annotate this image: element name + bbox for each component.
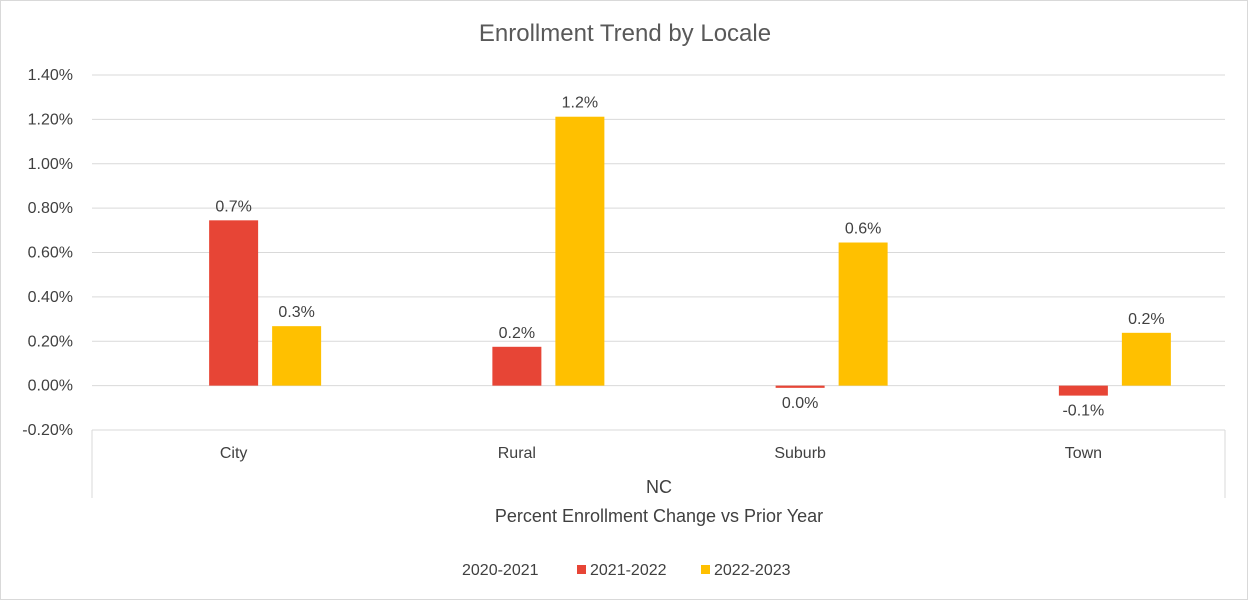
- bar: [492, 346, 542, 386]
- data-label: 0.7%: [215, 198, 251, 215]
- legend-swatch: [577, 565, 586, 574]
- y-tick-label: 1.20%: [28, 111, 73, 128]
- category-label: Rural: [498, 445, 536, 462]
- chart-title: Enrollment Trend by Locale: [479, 20, 771, 47]
- data-label: 0.6%: [845, 221, 881, 238]
- gridlines: [92, 74, 1225, 431]
- legend-label: 2021-2022: [590, 562, 667, 579]
- bar: [272, 326, 322, 386]
- category-label: Suburb: [774, 445, 826, 462]
- y-tick-label: 1.00%: [28, 156, 73, 173]
- data-label: 0.0%: [782, 395, 818, 412]
- bar: [1058, 385, 1108, 396]
- bar: [775, 385, 825, 388]
- legend: 2020-2021 2021-2022 2022-2023: [462, 562, 791, 579]
- bars: [209, 116, 1171, 396]
- bar: [1121, 332, 1171, 386]
- category-axis: City Rural Suburb Town: [91, 430, 1226, 498]
- legend-swatch: [701, 565, 710, 574]
- data-label: 0.2%: [1128, 311, 1164, 328]
- y-tick-label: 1.40%: [28, 67, 73, 84]
- bar: [838, 242, 888, 386]
- group-label: NC: [646, 477, 672, 497]
- legend-label: 2020-2021: [462, 562, 539, 579]
- y-tick-label: 0.20%: [28, 333, 73, 350]
- data-label: 1.2%: [562, 95, 598, 112]
- y-tick-label: 0.80%: [28, 200, 73, 217]
- bar: [555, 116, 605, 386]
- y-tick-label: 0.00%: [28, 378, 73, 395]
- data-label: 0.3%: [278, 304, 314, 321]
- y-tick-label: 0.60%: [28, 245, 73, 262]
- x-axis-title: Percent Enrollment Change vs Prior Year: [495, 506, 823, 526]
- bar: [209, 220, 259, 386]
- data-label: -0.1%: [1062, 403, 1104, 420]
- category-label: City: [220, 445, 248, 462]
- y-tick-label: 0.40%: [28, 289, 73, 306]
- category-label: Town: [1065, 445, 1102, 462]
- y-tick-label: -0.20%: [22, 422, 73, 439]
- y-axis-ticks: -0.20% 0.00% 0.20% 0.40% 0.60% 0.80% 1.00% 1.20…: [22, 67, 73, 439]
- data-label: 0.2%: [499, 325, 535, 342]
- legend-label: 2022-2023: [714, 562, 791, 579]
- data-labels: 0.7% 0.3% 0.2% 1.2% 0.0% 0.6% -0.1% 0.2%: [215, 95, 1164, 420]
